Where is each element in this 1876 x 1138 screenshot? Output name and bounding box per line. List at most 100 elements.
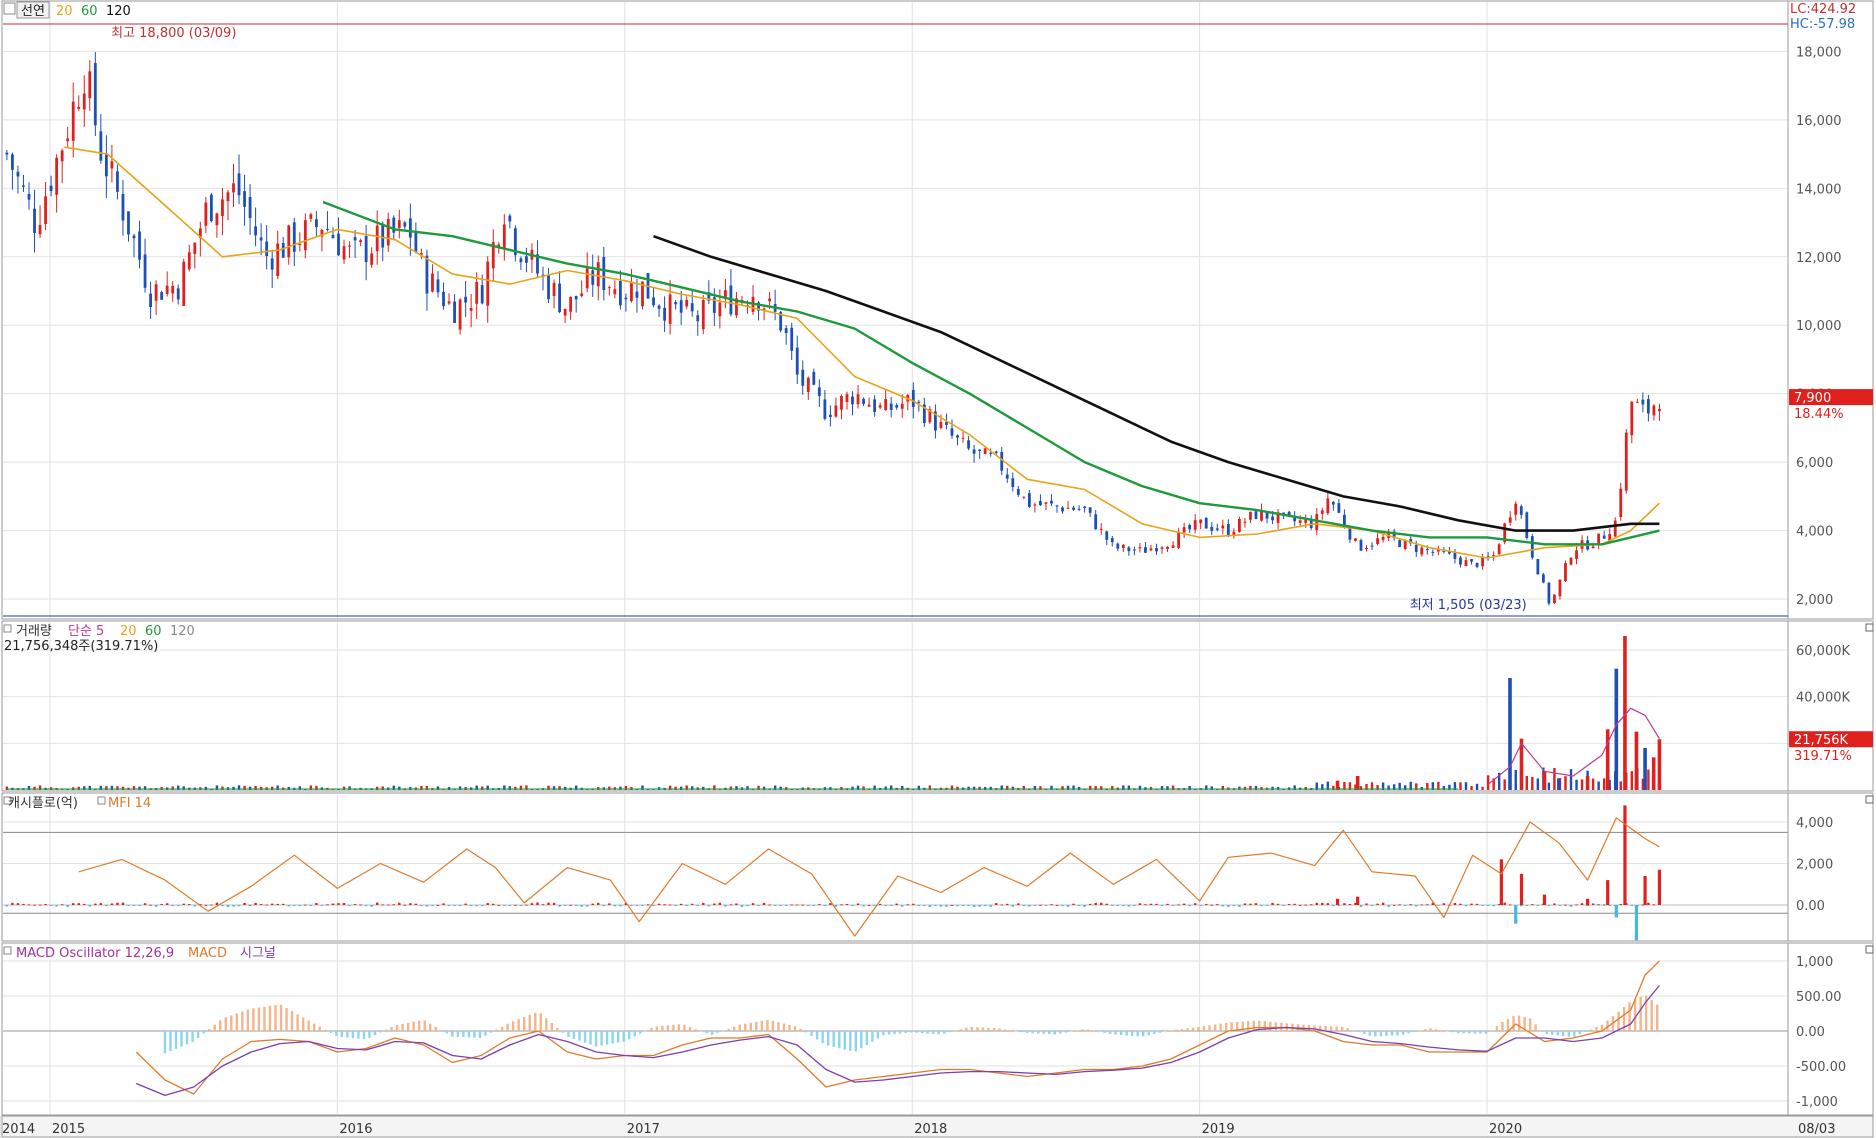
price-tab[interactable] xyxy=(16,1,50,19)
volume-bar xyxy=(862,786,865,790)
macd-oscillator-bar xyxy=(290,1011,294,1031)
price-candle xyxy=(458,299,462,330)
macd-oscillator-bar xyxy=(1573,1031,1576,1037)
volume-ma-legend: 20 xyxy=(120,624,137,639)
price-candle xyxy=(364,235,368,263)
price-candle xyxy=(1061,507,1064,512)
price-candle xyxy=(1514,503,1518,515)
macd-oscillator-bar xyxy=(445,1031,449,1034)
volume-bar xyxy=(398,786,401,790)
volume-bar xyxy=(746,786,749,790)
price-candle xyxy=(1425,549,1429,551)
macd-oscillator-bar xyxy=(1224,1022,1228,1031)
price-candle xyxy=(254,226,258,236)
cashflow-bar xyxy=(630,905,633,906)
cashflow-bar xyxy=(956,905,959,907)
volume-bar xyxy=(110,785,114,790)
macd-oscillator-bar xyxy=(843,1031,846,1050)
panel-collapse-icon[interactable] xyxy=(1865,623,1874,632)
macd-oscillator-bar xyxy=(705,1031,708,1034)
cashflow-bar xyxy=(851,905,854,907)
volume-bar xyxy=(1077,786,1081,790)
macd-oscillator-bar xyxy=(1103,1031,1106,1033)
cashflow-bar xyxy=(469,905,473,906)
panel-toggle-icon[interactable] xyxy=(3,946,12,955)
volume-bar xyxy=(1238,786,1241,790)
cashflow-bar xyxy=(298,905,302,906)
panel-toggle-icon[interactable] xyxy=(3,2,16,15)
cashflow-bar xyxy=(38,904,42,906)
macd-oscillator-bar xyxy=(943,1031,946,1034)
cashflow-bar xyxy=(1182,903,1186,905)
macd-oscillator-bar xyxy=(650,1027,653,1031)
cashflow-bar xyxy=(1254,903,1258,905)
price-candle xyxy=(956,435,959,438)
macd-oscillator-bar xyxy=(1313,1025,1316,1031)
cashflow-bar xyxy=(1072,903,1075,905)
macd-oscillator-bar xyxy=(804,1031,808,1033)
cashflow-bar xyxy=(552,902,556,905)
cashflow-bar xyxy=(1155,903,1158,905)
macd-oscillator-bar xyxy=(948,1031,951,1033)
macd-oscillator-bar xyxy=(1130,1031,1134,1036)
price-candle xyxy=(132,235,136,239)
panel-toggle-icon[interactable] xyxy=(3,796,12,805)
cashflow-bar xyxy=(1238,905,1241,907)
price-candle xyxy=(1530,536,1534,558)
cashflow-bar xyxy=(1652,904,1656,906)
price-candle xyxy=(204,202,208,226)
volume-last-label: 21,756K xyxy=(1794,733,1848,748)
macd-oscillator-bar xyxy=(185,1031,189,1045)
macd-oscillator-bar xyxy=(329,1031,332,1033)
price-candle xyxy=(475,281,479,304)
price-candle xyxy=(618,281,622,306)
price-candle xyxy=(735,298,738,316)
macd-oscillator-bar xyxy=(981,1027,985,1031)
price-candle xyxy=(1088,507,1092,513)
price-candle xyxy=(569,296,573,312)
cashflow-bar xyxy=(387,904,390,906)
macd-oscillator-bar xyxy=(1186,1028,1189,1031)
price-candle xyxy=(1564,563,1567,582)
price-candle xyxy=(497,244,501,248)
cashflow-bar xyxy=(1100,902,1103,905)
cashflow-bar xyxy=(663,904,666,906)
price-candle xyxy=(851,396,854,405)
cashflow-bar xyxy=(729,904,733,906)
cashflow-bar xyxy=(1492,905,1495,907)
cashflow-bar xyxy=(1315,902,1318,905)
price-y-tick-label: 2,000 xyxy=(1796,593,1833,608)
panel-collapse-icon[interactable] xyxy=(1865,945,1874,954)
cashflow-bar xyxy=(132,905,136,906)
macd-oscillator-bar xyxy=(1506,1019,1510,1031)
macd-oscillator-bar xyxy=(992,1027,996,1031)
volume-bar xyxy=(1602,778,1606,790)
cashflow-bar xyxy=(160,903,163,905)
cashflow-bar xyxy=(44,903,47,905)
volume-bar xyxy=(1392,784,1396,790)
volume-bar xyxy=(138,786,141,790)
cashflow-bar xyxy=(1050,904,1053,906)
price-candle xyxy=(1016,489,1020,495)
price-y-tick-label: 16,000 xyxy=(1796,114,1842,129)
price-candle xyxy=(226,192,230,202)
price-candle xyxy=(464,296,468,303)
volume-bar xyxy=(1381,782,1385,790)
panel-toggle-icon[interactable] xyxy=(3,624,12,633)
panel-collapse-icon[interactable] xyxy=(1865,795,1874,804)
cashflow-bar xyxy=(807,905,810,906)
volume-bar xyxy=(685,785,688,790)
price-candle xyxy=(1022,496,1026,498)
macd-oscillator-bar xyxy=(1545,1031,1548,1035)
macd-oscillator-bar xyxy=(1622,1007,1626,1031)
panel-toggle-icon[interactable] xyxy=(97,796,106,805)
macd-oscillator-bar xyxy=(1495,1026,1499,1031)
cashflow-bar xyxy=(293,905,296,906)
macd-oscillator-bar xyxy=(489,1031,493,1033)
price-candle xyxy=(71,101,75,141)
price-candle xyxy=(1536,558,1540,575)
cashflow-bar xyxy=(5,905,9,907)
cashflow-bar xyxy=(1304,904,1307,906)
cashflow-spike-bar xyxy=(1519,873,1524,905)
cashflow-bar xyxy=(154,905,158,907)
